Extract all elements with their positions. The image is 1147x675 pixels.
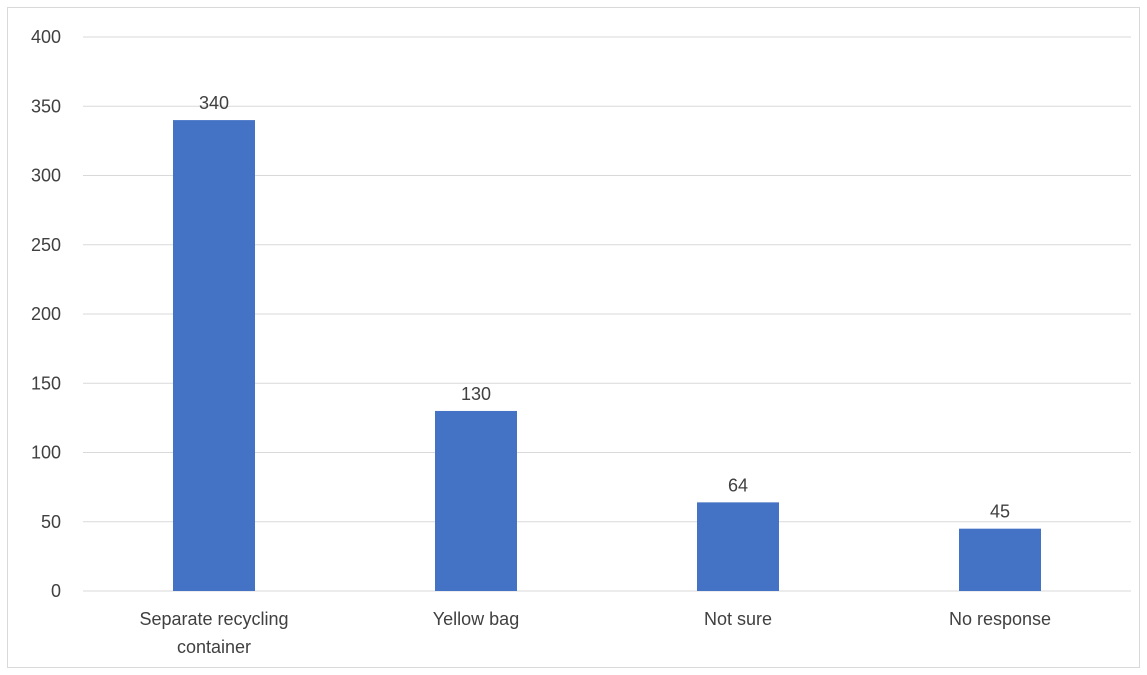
bar — [435, 410, 517, 591]
data-labels: 340 130 64 45 — [199, 93, 1010, 522]
gridlines — [83, 36, 1131, 592]
y-tick-label: 50 — [41, 512, 61, 532]
y-tick-label: 250 — [31, 235, 61, 255]
chart-frame: 0 50 100 150 200 250 300 350 400 340 130 64 45 Sepa… — [7, 7, 1140, 668]
y-tick-label: 150 — [31, 373, 61, 393]
x-category-label: Yellow bag — [433, 609, 519, 629]
y-tick-label: 400 — [31, 27, 61, 47]
data-label: 340 — [199, 93, 229, 113]
bars — [173, 120, 1041, 591]
data-label: 130 — [461, 384, 491, 404]
data-label: 64 — [728, 475, 748, 495]
y-tick-label: 100 — [31, 443, 61, 463]
y-tick-label: 300 — [31, 166, 61, 186]
x-category-label: No response — [949, 609, 1051, 629]
bar — [959, 528, 1041, 591]
bar — [697, 502, 779, 591]
y-tick-label: 350 — [31, 96, 61, 116]
x-axis-categories: Separate recycling container Yellow bag Not… — [139, 609, 1051, 657]
x-category-label: Not sure — [704, 609, 772, 629]
bar-chart: 0 50 100 150 200 250 300 350 400 340 130 64 45 Sepa… — [31, 27, 1131, 657]
y-tick-label: 0 — [51, 581, 61, 601]
y-tick-label: 200 — [31, 304, 61, 324]
x-category-label: Separate recycling container — [139, 609, 288, 657]
bar — [173, 120, 255, 591]
data-label: 45 — [990, 502, 1010, 522]
y-axis-ticks: 0 50 100 150 200 250 300 350 400 — [31, 27, 61, 601]
